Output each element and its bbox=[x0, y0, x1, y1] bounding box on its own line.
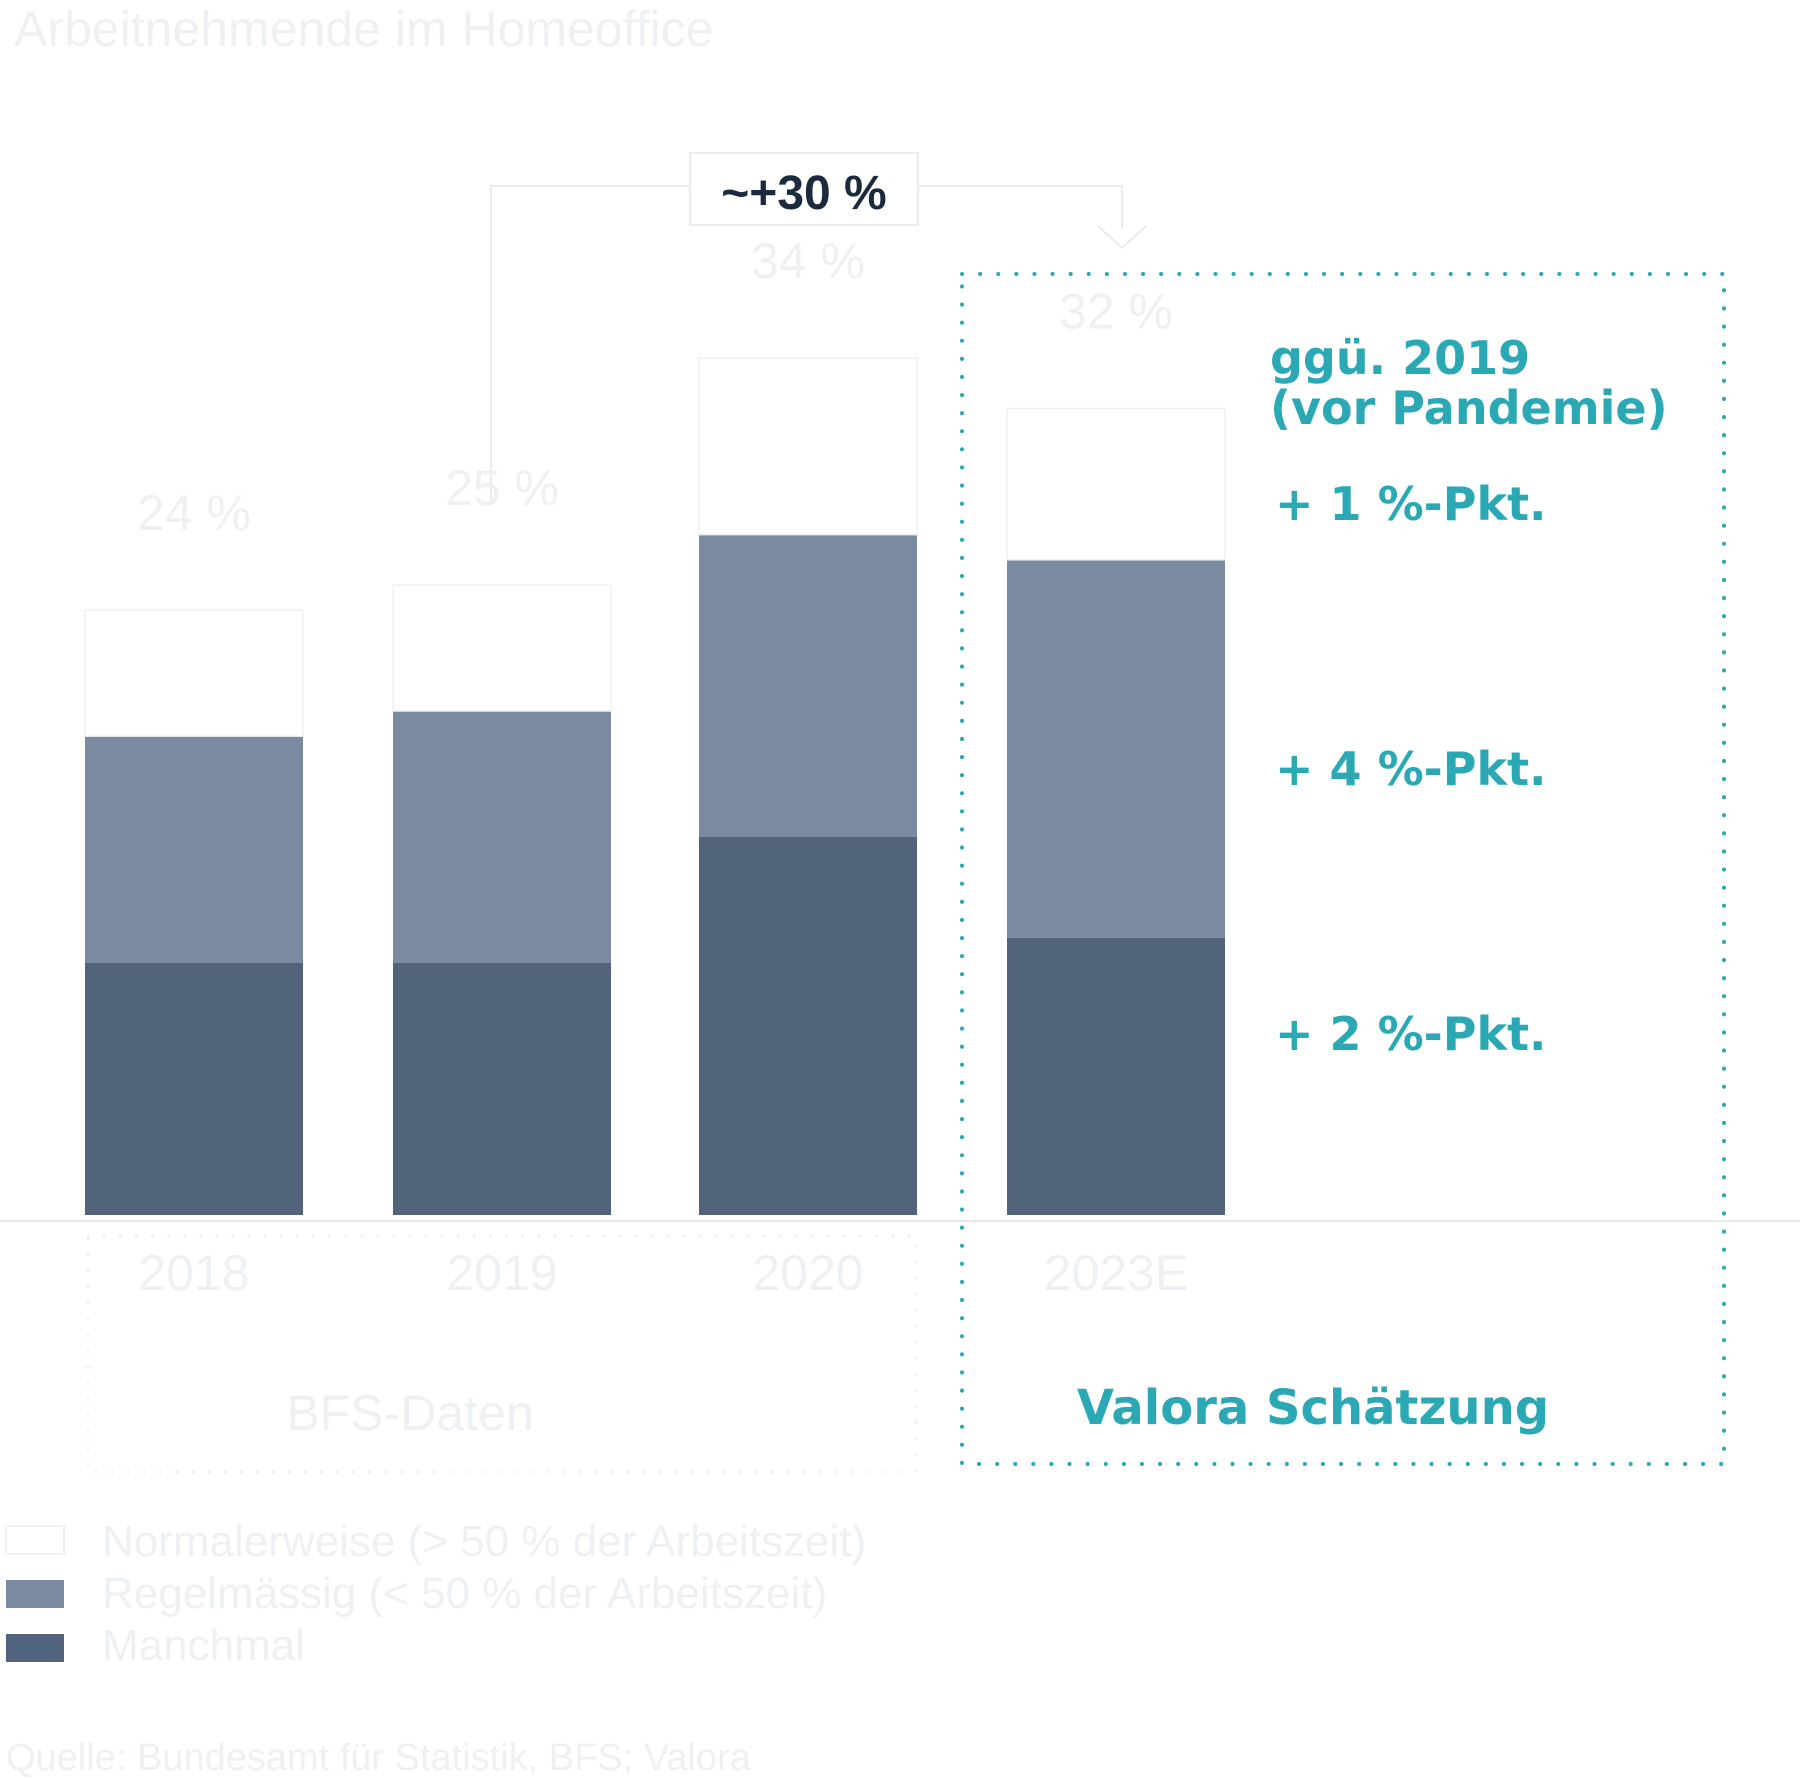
valora-group-label: Valora Schätzung bbox=[1077, 1380, 1549, 1436]
source-note: Quelle: Bundesamt für Statistik, BFS; Va… bbox=[6, 1737, 752, 1779]
growth-annotation: ~+30 % bbox=[490, 152, 1147, 505]
legend: Normalerweise (> 50 % der Arbeitszeit) R… bbox=[5, 1517, 866, 1670]
delta-manchmal: + 2 %-Pkt. bbox=[1275, 1007, 1547, 1061]
bfs-group-label: BFS-Daten bbox=[286, 1385, 533, 1441]
growth-label-box bbox=[689, 152, 919, 226]
delta-regelmaessig: + 4 %-Pkt. bbox=[1275, 742, 1547, 796]
legend-swatch-manchmal bbox=[6, 1634, 64, 1662]
bar-2018-manchmal bbox=[85, 963, 303, 1215]
comparison-heading: ggü. 2019 bbox=[1270, 331, 1530, 385]
legend-label-normalerweise: Normalerweise (> 50 % der Arbeitszeit) bbox=[102, 1517, 866, 1566]
growth-arrow-icon bbox=[1097, 225, 1147, 250]
bar-2020-regelmaessig bbox=[699, 534, 917, 837]
category-label-2020: 2020 bbox=[752, 1245, 863, 1301]
legend-swatch-regelmaessig bbox=[6, 1580, 64, 1608]
bar-2019-manchmal bbox=[393, 963, 611, 1215]
category-label-2019: 2019 bbox=[446, 1245, 557, 1301]
bar-2019-regelmaessig bbox=[393, 711, 611, 963]
comparison-subheading: (vor Pandemie) bbox=[1270, 381, 1668, 435]
growth-bracket-right bbox=[918, 185, 1123, 228]
legend-label-regelmaessig: Regelmässig (< 50 % der Arbeitszeit) bbox=[102, 1569, 827, 1618]
value-label-2018: 24 % bbox=[137, 485, 251, 541]
bar-2023E-regelmaessig bbox=[1007, 559, 1225, 938]
bar-2019-normalerweise bbox=[392, 584, 612, 712]
chart-title: Arbeitnehmende im Homeoffice bbox=[14, 1, 713, 57]
value-label-2019: 25 % bbox=[445, 460, 559, 516]
bar-2018-regelmaessig bbox=[85, 736, 303, 963]
bar-2018-normalerweise bbox=[84, 609, 304, 737]
bars-layer: 24 % 2018 25 % 2019 34 % 2020 32 % 2023E bbox=[84, 233, 1226, 1301]
bar-2023E-normalerweise bbox=[1006, 407, 1226, 561]
valora-group-frame bbox=[960, 272, 1726, 1466]
legend-swatch-normalerweise bbox=[5, 1525, 65, 1555]
bar-2023E-manchmal bbox=[1007, 937, 1225, 1215]
growth-label: ~+30 % bbox=[721, 167, 886, 220]
value-label-2020: 34 % bbox=[751, 233, 865, 289]
bar-2020-normalerweise bbox=[698, 357, 918, 536]
growth-bracket-left bbox=[490, 185, 690, 505]
legend-label-manchmal: Manchmal bbox=[102, 1621, 305, 1670]
bar-2020-manchmal bbox=[699, 837, 917, 1215]
category-label-2018: 2018 bbox=[138, 1245, 249, 1301]
delta-normalerweise: + 1 %-Pkt. bbox=[1275, 477, 1547, 531]
value-label-2023E: 32 % bbox=[1059, 284, 1173, 340]
category-label-2023E: 2023E bbox=[1044, 1245, 1189, 1301]
